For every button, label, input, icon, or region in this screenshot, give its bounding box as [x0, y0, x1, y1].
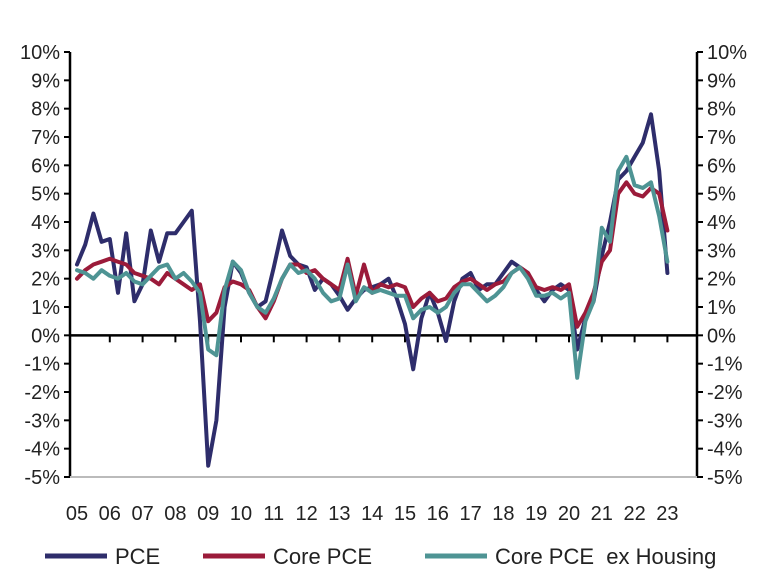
- x-tick-label: 20: [558, 503, 580, 525]
- legend-label: Core PCE ex Housing: [495, 544, 716, 569]
- y-tick-label-left: 6%: [31, 155, 60, 177]
- y-tick-label-right: 2%: [707, 269, 736, 291]
- legend-label: Core PCE: [273, 544, 372, 569]
- x-tick-label: 09: [197, 503, 219, 525]
- y-tick-label-right: 7%: [707, 127, 736, 149]
- y-tick-label-left: 10%: [20, 42, 60, 64]
- y-tick-label-right: 8%: [707, 99, 736, 121]
- y-tick-label-left: 9%: [31, 70, 60, 92]
- y-tick-label-right: 10%: [707, 42, 747, 64]
- x-tick-label: 15: [394, 503, 416, 525]
- y-tick-label-left: -1%: [24, 354, 60, 376]
- x-tick-label: 23: [656, 503, 678, 525]
- y-tick-label-right: 0%: [707, 325, 736, 347]
- x-tick-label: 10: [230, 503, 252, 525]
- x-tick-label: 07: [131, 503, 153, 525]
- x-tick-label: 21: [591, 503, 613, 525]
- x-tick-label: 13: [328, 503, 350, 525]
- x-tick-label: 17: [459, 503, 481, 525]
- y-tick-label-left: 5%: [31, 184, 60, 206]
- y-tick-label-left: -2%: [24, 382, 60, 404]
- y-tick-label-right: -4%: [707, 439, 743, 461]
- y-tick-label-left: 3%: [31, 240, 60, 262]
- x-tick-label: 16: [427, 503, 449, 525]
- y-tick-label-right: -2%: [707, 382, 743, 404]
- series-line-core-pce-ex-housing: [75, 154, 670, 380]
- y-tick-label-right: -1%: [707, 354, 743, 376]
- x-tick-label: 12: [295, 503, 317, 525]
- y-tick-label-right: -3%: [707, 410, 743, 432]
- x-tick-label: 05: [66, 503, 88, 525]
- x-tick-label: 22: [623, 503, 645, 525]
- y-tick-label-left: 8%: [31, 99, 60, 121]
- y-tick-label-right: 6%: [707, 155, 736, 177]
- y-tick-label-left: -3%: [24, 410, 60, 432]
- y-tick-label-right: 9%: [707, 70, 736, 92]
- x-tick-label: 19: [525, 503, 547, 525]
- y-tick-label-left: 2%: [31, 269, 60, 291]
- y-tick-label-left: -5%: [24, 467, 60, 489]
- y-tick-label-right: 3%: [707, 240, 736, 262]
- x-tick-label: 08: [164, 503, 186, 525]
- y-tick-label-left: 4%: [31, 212, 60, 234]
- series-line-core-pce: [75, 180, 670, 329]
- x-tick-label: 18: [492, 503, 514, 525]
- legend-label: PCE: [115, 544, 160, 569]
- y-tick-label-left: 1%: [31, 297, 60, 319]
- y-tick-label-right: 5%: [707, 184, 736, 206]
- y-tick-label-left: 7%: [31, 127, 60, 149]
- y-tick-label-left: 0%: [31, 325, 60, 347]
- y-tick-label-right: 1%: [707, 297, 736, 319]
- y-tick-label-right: 4%: [707, 212, 736, 234]
- y-tick-label-right: -5%: [707, 467, 743, 489]
- x-tick-label: 14: [361, 503, 383, 525]
- x-tick-label: 11: [263, 503, 284, 525]
- x-tick-label: 06: [99, 503, 121, 525]
- y-tick-label-left: -4%: [24, 439, 60, 461]
